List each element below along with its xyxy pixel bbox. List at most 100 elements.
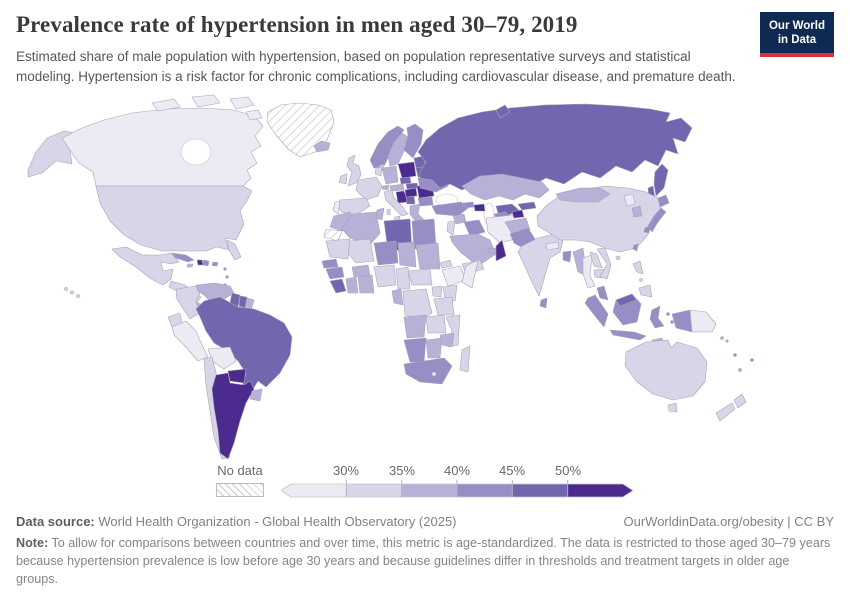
country-indonesia-sumatra[interactable] <box>584 294 609 328</box>
country-portugal[interactable] <box>332 200 341 215</box>
country-uruguay[interactable] <box>249 388 263 402</box>
country-fiji-dot[interactable] <box>750 358 754 362</box>
country-philippines-dot[interactable] <box>639 278 643 282</box>
country-western-sahara[interactable] <box>323 228 343 242</box>
country-indonesia-sulawesi[interactable] <box>649 305 665 329</box>
country-solomon-islands-dot[interactable] <box>725 339 729 343</box>
country-tasmania[interactable] <box>667 402 678 413</box>
country-israel-jordan[interactable] <box>446 220 456 236</box>
country-ireland[interactable] <box>338 173 348 185</box>
country-serbia[interactable] <box>405 195 416 205</box>
country-solomon-islands-dot[interactable] <box>720 336 724 340</box>
legend-no-data-swatch[interactable] <box>216 483 264 497</box>
country-ethiopia[interactable] <box>441 265 467 287</box>
country-north-korea[interactable] <box>623 193 636 207</box>
country-philippines-luzon[interactable] <box>632 260 644 275</box>
country-mongolia[interactable] <box>555 187 611 203</box>
country-new-zealand-south[interactable] <box>715 402 736 422</box>
country-kyrgyzstan[interactable] <box>517 201 537 211</box>
country-switzerland[interactable] <box>381 184 390 191</box>
owid-logo[interactable]: Our World in Data <box>759 12 834 57</box>
country-mozambique-malawi[interactable] <box>445 314 461 348</box>
country-malaysia[interactable] <box>596 285 609 301</box>
country-united-kingdom[interactable] <box>346 154 362 187</box>
country-russia-novaya-zemlya[interactable] <box>495 104 511 119</box>
country-mexico[interactable] <box>111 246 180 286</box>
country-papua-new-guinea[interactable] <box>689 309 717 333</box>
country-iraq[interactable] <box>463 219 486 237</box>
legend-color-bar[interactable] <box>281 479 633 501</box>
country-indonesia-java[interactable] <box>609 329 647 341</box>
country-germany[interactable] <box>381 165 399 185</box>
country-central-african-republic[interactable] <box>407 268 433 286</box>
country-hawaii-dot[interactable] <box>64 287 68 291</box>
country-canada[interactable] <box>61 107 264 187</box>
country-sicily[interactable] <box>393 215 401 221</box>
country-south-africa[interactable] <box>403 357 453 385</box>
country-tajikistan[interactable] <box>511 209 525 219</box>
legend-bin-swatch[interactable] <box>291 484 347 497</box>
country-australia[interactable] <box>624 339 708 401</box>
legend-bin-swatch[interactable] <box>567 484 623 497</box>
country-sardinia[interactable] <box>386 208 391 216</box>
country-japan-honshu[interactable] <box>647 207 667 233</box>
country-canada-island-2[interactable] <box>191 94 221 108</box>
country-chad[interactable] <box>397 241 417 268</box>
country-laos[interactable] <box>589 251 603 269</box>
country-haiti[interactable] <box>196 259 204 266</box>
country-canada-island-3[interactable] <box>229 96 255 110</box>
country-finland[interactable] <box>403 123 424 159</box>
country-lesser-antilles-dot[interactable] <box>225 275 229 279</box>
country-dominican-republic[interactable] <box>202 259 210 267</box>
country-new-zealand-north[interactable] <box>733 393 747 409</box>
country-angola[interactable] <box>403 314 427 339</box>
country-iceland[interactable] <box>313 140 331 153</box>
country-france[interactable] <box>355 176 383 201</box>
country-vanuatu-dot[interactable] <box>733 353 737 357</box>
legend-bin-arrow-right[interactable] <box>623 484 633 497</box>
country-madagascar[interactable] <box>459 345 471 373</box>
country-united-states-florida[interactable] <box>226 239 242 261</box>
legend-bin-swatch[interactable] <box>512 484 568 497</box>
country-ghana-togo-benin[interactable] <box>357 274 375 294</box>
country-sierra-leone-liberia[interactable] <box>329 278 347 294</box>
country-canada-island-1[interactable] <box>151 98 181 112</box>
country-hawaii-dot[interactable] <box>70 290 74 295</box>
country-kazakhstan[interactable] <box>461 173 550 201</box>
country-namibia[interactable] <box>403 337 427 363</box>
country-uae[interactable] <box>487 247 497 254</box>
country-brazil[interactable] <box>195 296 293 392</box>
country-cameroon[interactable] <box>395 266 411 290</box>
country-benelux[interactable] <box>374 166 383 177</box>
country-peru[interactable] <box>171 320 209 362</box>
country-paraguay[interactable] <box>227 368 247 384</box>
country-nepal[interactable] <box>545 241 560 251</box>
country-bulgaria[interactable] <box>417 196 434 207</box>
country-dr-congo[interactable] <box>402 288 433 320</box>
country-saudi-arabia[interactable] <box>449 233 497 267</box>
country-hawaii-dot[interactable] <box>76 294 80 298</box>
country-italy[interactable] <box>383 189 409 217</box>
country-tanzania[interactable] <box>433 296 455 316</box>
country-malaysia-borneo[interactable] <box>615 293 637 307</box>
country-burkina-faso[interactable] <box>351 264 371 278</box>
country-indonesia-moluccas-dot[interactable] <box>670 320 674 324</box>
country-hainan[interactable] <box>615 255 621 261</box>
country-cuba[interactable] <box>171 252 195 263</box>
country-czechia[interactable] <box>399 176 412 185</box>
country-lesser-antilles-dot[interactable] <box>223 267 227 271</box>
legend-bin-swatch[interactable] <box>401 484 457 497</box>
country-niger[interactable] <box>373 240 399 266</box>
country-turkey[interactable] <box>431 201 469 217</box>
country-tunisia[interactable] <box>375 207 385 221</box>
country-mauritania[interactable] <box>325 238 351 260</box>
legend-bin-swatch[interactable] <box>346 484 402 497</box>
country-philippines-mindanao[interactable] <box>638 284 653 298</box>
country-gabon-congo[interactable] <box>391 288 404 306</box>
country-canada-island-4[interactable] <box>245 109 263 121</box>
country-puerto-rico[interactable] <box>211 261 219 267</box>
country-hungary[interactable] <box>404 187 418 198</box>
country-japan-kyushu[interactable] <box>643 225 651 234</box>
country-austria[interactable] <box>389 183 405 192</box>
country-new-caledonia-dot[interactable] <box>738 368 742 372</box>
